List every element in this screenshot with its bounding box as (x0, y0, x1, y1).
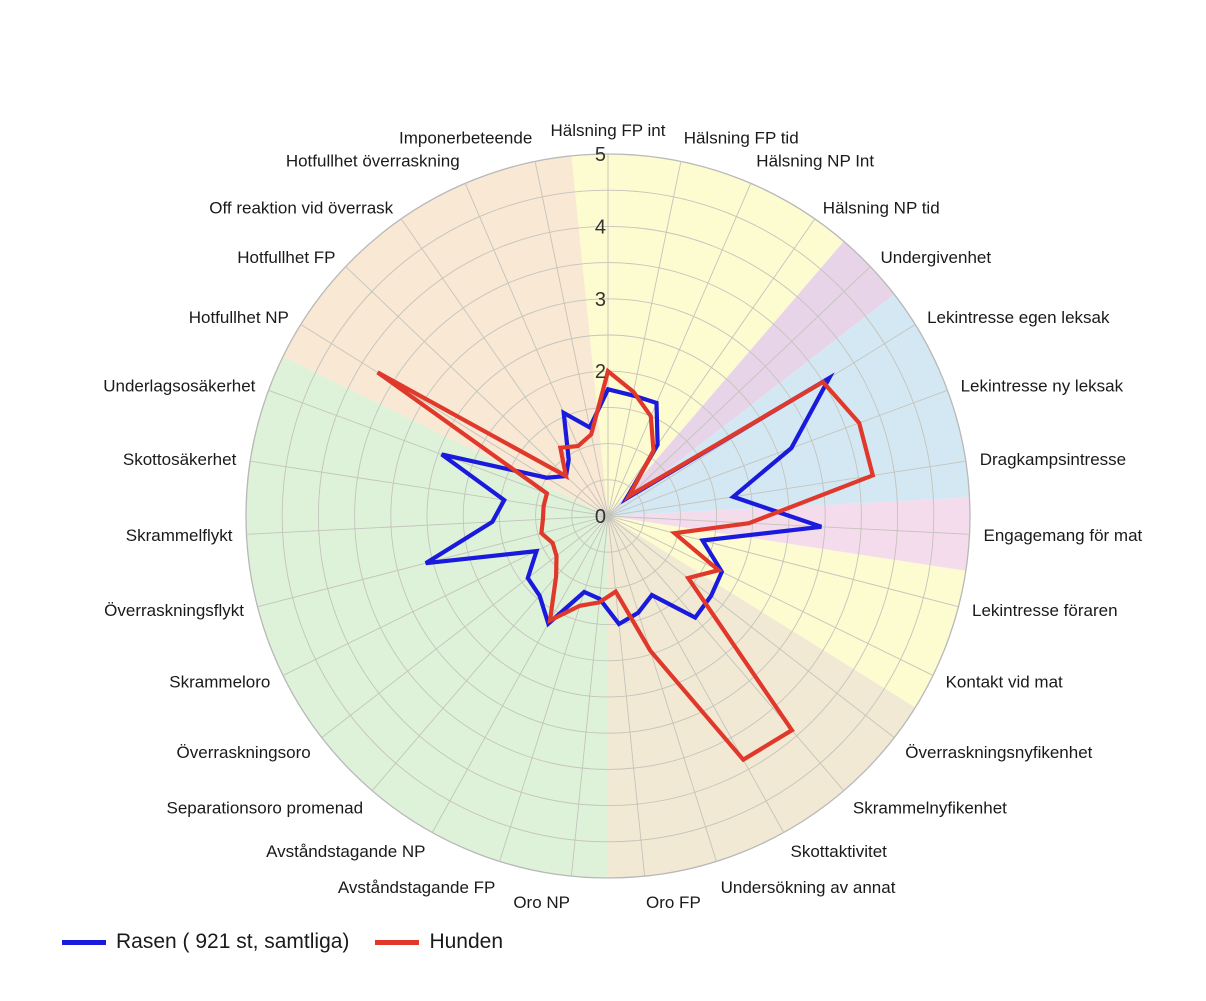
grid-spoke (607, 515, 959, 608)
grid-spoke (570, 515, 609, 877)
category-label: Lekintresse föraren (972, 601, 1118, 620)
category-label: Imponerbeteende (399, 129, 532, 148)
category-label: Skrammelnyfikenhet (853, 798, 1007, 817)
legend-swatch-rasen (62, 939, 106, 945)
category-label: Skrammeloro (169, 673, 270, 692)
grid-spoke (499, 515, 609, 862)
grid-spoke (607, 460, 966, 517)
tick-label: 5 (595, 144, 606, 166)
category-label: Hälsning FP tid (684, 129, 799, 148)
grid-spoke (321, 515, 609, 738)
grid-spoke (431, 515, 609, 833)
legend-item-rasen: Rasen ( 921 st, samtliga) (62, 930, 349, 954)
category-label: Lekintresse ny leksak (961, 376, 1124, 395)
category-label: Hotfullhet NP (189, 308, 289, 327)
category-label: Överraskningsoro (177, 743, 311, 762)
sector-tan-group (608, 516, 916, 879)
sector-peach-group (282, 155, 608, 516)
series-line-hunden (376, 367, 876, 763)
category-label: Separationsoro promenad (167, 798, 364, 817)
sector-yellow-group-2 (608, 516, 966, 708)
sector-green-group (245, 356, 608, 878)
category-label: Skottaktivitet (791, 842, 888, 861)
category-label: Lekintresse egen leksak (927, 308, 1110, 327)
category-label: Avståndstagande FP (338, 878, 496, 897)
grid-spoke (607, 218, 816, 517)
category-label: Hälsning FP int (551, 121, 666, 140)
category-label: Off reaktion vid överrask (209, 198, 393, 217)
grid-spoke (607, 515, 934, 676)
sector-yellow-group (571, 154, 844, 516)
grid-spoke (400, 218, 609, 517)
sector-pink-group (608, 497, 971, 571)
tick-label: 3 (595, 289, 606, 311)
grid-spoke (607, 515, 845, 791)
category-label: Överraskningsflykt (104, 601, 244, 620)
legend: Rasen ( 921 st, samtliga) Hunden (62, 930, 529, 954)
grid-spoke (464, 183, 609, 517)
grid-spoke (607, 515, 970, 535)
legend-item-hunden: Hunden (375, 930, 503, 954)
legend-label-hunden: Hunden (429, 930, 503, 953)
grid-spoke (250, 460, 609, 517)
grid-spoke (607, 515, 895, 738)
sector-blue-group (608, 294, 970, 516)
grid-spoke (607, 515, 785, 833)
category-label: Undersökning av annat (721, 878, 896, 897)
category-label: Underlagsosäkerhet (103, 376, 255, 395)
category-label: Hotfullhet FP (237, 248, 335, 267)
grid-spoke (607, 515, 717, 862)
category-label: Engagemang för mat (984, 526, 1143, 545)
category-label: Dragkampsintresse (980, 450, 1126, 469)
legend-swatch-hunden (375, 939, 420, 945)
series-line-rasen (424, 372, 835, 628)
grid-spoke (607, 183, 752, 517)
category-label: Oro NP (513, 893, 570, 912)
category-label: Undergivenhet (881, 248, 992, 267)
grid-spoke (300, 324, 609, 517)
category-label: Skrammelflykt (126, 526, 233, 545)
category-label: Oro FP (646, 893, 701, 912)
sector-purple-group (608, 241, 895, 516)
category-label: Hälsning NP Int (756, 152, 874, 171)
legend-label-rasen: Rasen ( 921 st, samtliga) (116, 930, 350, 953)
category-label: Hälsning NP tid (823, 198, 940, 217)
grid-spoke (607, 266, 871, 517)
tick-label: 4 (595, 216, 606, 238)
category-label: Överraskningsnyfikenhet (905, 743, 1092, 762)
grid-spoke (371, 515, 609, 791)
category-label: Kontakt vid mat (946, 673, 1063, 692)
grid-spoke (534, 161, 609, 517)
tick-label: 2 (595, 361, 606, 383)
category-label: Avståndstagande NP (266, 842, 425, 861)
grid-spoke (607, 389, 948, 517)
grid-spoke (607, 161, 682, 517)
tick-label: 0 (595, 506, 606, 528)
grid-spoke (246, 515, 609, 535)
grid-spoke (607, 515, 646, 877)
grid-spoke (268, 389, 609, 517)
category-label: Hotfullhet överraskning (286, 152, 460, 171)
category-label: Skottosäkerhet (123, 450, 237, 469)
